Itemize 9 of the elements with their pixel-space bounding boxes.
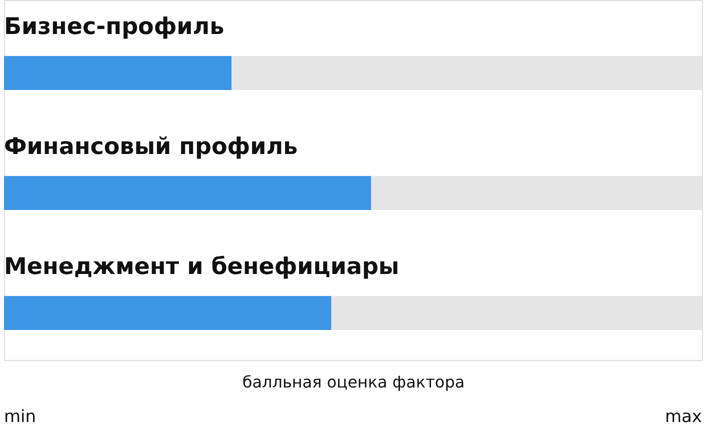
y-tick-label: Финансовый профиль — [4, 134, 298, 160]
bar — [4, 176, 372, 210]
text: max — [664, 407, 702, 427]
bar — [4, 296, 332, 330]
text: min — [4, 407, 36, 427]
y-tick-label: Менеджмент и бенефициары — [4, 254, 400, 280]
x-axis-title: балльная оценка фактора — [242, 372, 465, 392]
bar — [4, 56, 232, 90]
y-tick-label: Бизнес-профиль — [4, 14, 224, 40]
